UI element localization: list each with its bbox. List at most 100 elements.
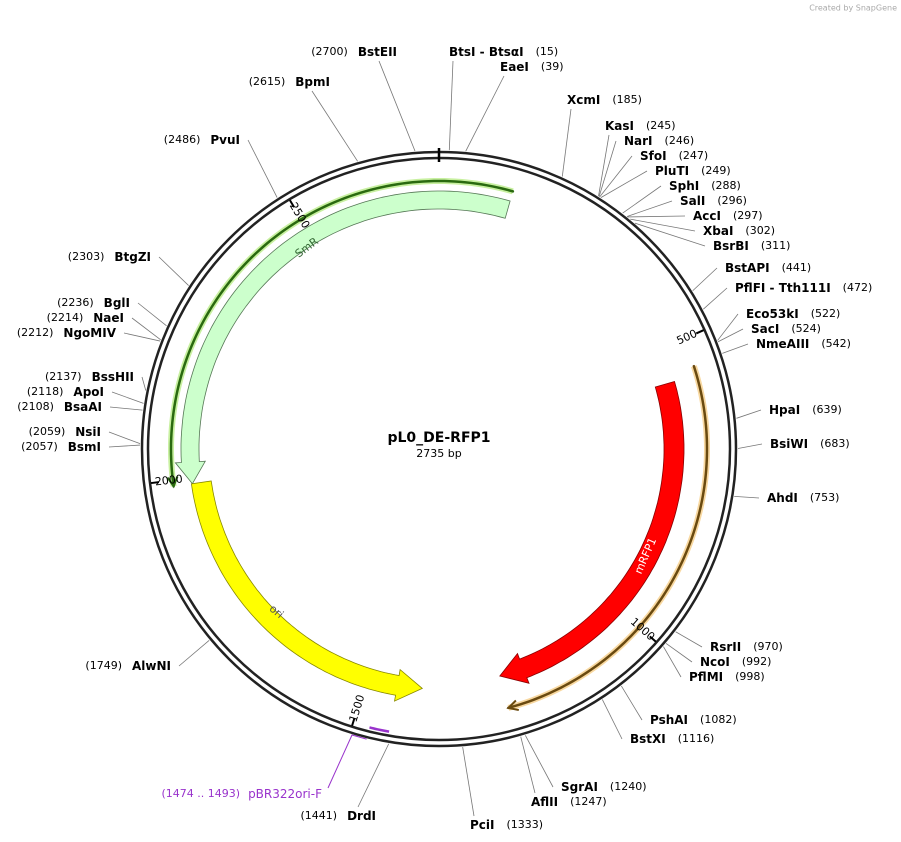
primer-label: (1474 .. 1493) pBR322ori-F: [162, 787, 323, 801]
enzyme-label: SphI (288): [669, 179, 741, 193]
enzyme-name: HpaI: [769, 403, 800, 417]
enzyme-label: (2212) NgoMIV: [17, 326, 117, 340]
enzyme-position: (296): [717, 194, 747, 207]
enzyme-label: AhdI (753): [767, 491, 839, 505]
enzyme-leader: [108, 431, 141, 445]
enzyme-name: BsmI: [68, 440, 101, 454]
tick-mark: [649, 635, 657, 643]
enzyme-leader: [600, 170, 648, 198]
enzyme-leader: [520, 736, 536, 794]
enzyme-name: PflMI: [689, 670, 723, 684]
enzyme-label: NarI (246): [624, 134, 694, 148]
tick-label: 2000: [154, 472, 183, 488]
enzyme-leader: [178, 640, 210, 667]
enzyme-name: Eco53kI: [746, 307, 799, 321]
enzyme-label: SalI (296): [680, 194, 747, 208]
enzyme-leader: [561, 108, 572, 177]
primer-mark: [369, 726, 390, 733]
enzyme-label: SacI (524): [751, 322, 821, 336]
enzyme-leader: [524, 735, 554, 788]
enzyme-leader: [736, 409, 762, 419]
enzyme-leader: [601, 699, 623, 740]
enzyme-position: (998): [735, 670, 765, 683]
enzyme-leader: [722, 343, 749, 354]
enzyme-label: PflMI (998): [689, 670, 765, 684]
enzyme-position: (39): [541, 60, 564, 73]
enzyme-position: (1116): [678, 732, 715, 745]
enzyme-name: SphI: [669, 179, 699, 193]
tick-mark: [150, 481, 160, 485]
enzyme-position: (753): [810, 491, 840, 504]
enzyme-label: NcoI (992): [700, 655, 771, 669]
enzyme-position: (683): [820, 437, 850, 450]
enzyme-leader: [462, 746, 475, 817]
enzyme-leader: [598, 140, 617, 197]
enzyme-position: (524): [791, 322, 821, 335]
enzyme-name: BtgZI: [114, 250, 151, 264]
enzyme-label: XbaI (302): [703, 224, 775, 238]
enzyme-position: (2059): [29, 425, 66, 438]
enzyme-name: AhdI: [767, 491, 798, 505]
enzyme-label: (2486) PvuI: [164, 133, 240, 147]
plasmid-name: pL0_DE-RFP1: [387, 430, 490, 446]
enzyme-label: SgrAI (1240): [561, 780, 646, 794]
enzyme-name: BglI: [104, 296, 130, 310]
enzyme-label: (1749) AlwNI: [85, 659, 171, 673]
enzyme-position: (2303): [68, 250, 105, 263]
mrfp1-strand: [507, 364, 709, 710]
enzyme-leader: [465, 75, 505, 152]
primer-range: (1474 .. 1493): [162, 787, 241, 800]
enzyme-name: BsaAI: [64, 400, 102, 414]
enzyme-label: PshAI (1082): [650, 713, 737, 727]
tick-label: 1500: [347, 693, 368, 724]
enzyme-position: (1333): [507, 818, 544, 831]
enzyme-leader: [131, 317, 161, 341]
primer-leader: [327, 734, 367, 789]
enzyme-label: AflII (1247): [531, 795, 607, 809]
enzyme-leader: [630, 218, 696, 232]
enzyme-leader: [141, 376, 147, 391]
enzyme-position: (297): [733, 209, 763, 222]
enzyme-position: (522): [811, 307, 841, 320]
enzyme-leader: [311, 90, 358, 162]
enzyme-name: EaeI: [500, 60, 529, 74]
enzyme-position: (441): [782, 261, 812, 274]
enzyme-name: XcmI: [567, 93, 600, 107]
enzyme-name: ApoI: [73, 385, 104, 399]
smr-strand: [169, 179, 515, 488]
enzyme-name: BsiWI: [770, 437, 808, 451]
enzyme-position: (992): [742, 655, 772, 668]
enzyme-leader: [598, 134, 610, 197]
enzyme-label: (2137) BssHII: [45, 370, 134, 384]
enzyme-leader: [123, 332, 161, 342]
enzyme-position: (2214): [47, 311, 84, 324]
enzyme-position: (970): [753, 640, 783, 653]
enzyme-name: BssHII: [92, 370, 134, 384]
enzyme-name: BstXI: [630, 732, 666, 746]
credit: Created by SnapGene: [809, 4, 897, 13]
enzyme-position: (2486): [164, 133, 201, 146]
enzyme-position: (1240): [610, 780, 647, 793]
enzyme-label: (2303) BtgZI: [68, 250, 151, 264]
enzyme-position: (2118): [27, 385, 64, 398]
enzyme-name: NsiI: [75, 425, 101, 439]
enzyme-position: (2615): [249, 75, 286, 88]
enzyme-name: RsrII: [710, 640, 741, 654]
enzyme-position: (288): [711, 179, 741, 192]
enzyme-name: SfoI: [640, 149, 667, 163]
enzyme-position: (247): [679, 149, 709, 162]
enzyme-leader: [737, 443, 763, 449]
enzyme-label: EaeI (39): [500, 60, 564, 74]
enzyme-name: XbaI: [703, 224, 733, 238]
enzyme-position: (2236): [57, 296, 94, 309]
smr-strand-head: [166, 476, 179, 489]
enzyme-name: PciI: [470, 818, 495, 832]
enzyme-name: NcoI: [700, 655, 730, 669]
enzyme-position: (311): [761, 239, 791, 252]
enzyme-name: NmeAIII: [756, 337, 809, 351]
enzyme-position: (15): [536, 45, 559, 58]
enzyme-label: (1441) DrdI: [300, 809, 376, 823]
enzyme-leader: [108, 444, 141, 448]
enzyme-name: SalI: [680, 194, 705, 208]
